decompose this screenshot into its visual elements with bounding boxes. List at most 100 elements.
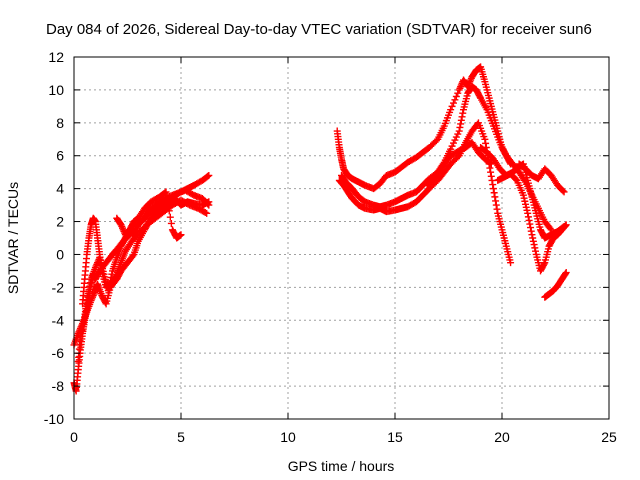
data-point (512, 175, 520, 183)
data-point (482, 139, 490, 147)
x-tick-label: 10 (280, 429, 296, 445)
data-point (204, 200, 212, 208)
series-sat-track-12 (515, 160, 568, 196)
data-point (165, 207, 173, 215)
data-point (451, 96, 459, 104)
data-point (455, 127, 463, 135)
data-point (492, 201, 500, 209)
x-tick-label: 0 (70, 429, 78, 445)
data-point (107, 273, 115, 281)
data-point (457, 120, 465, 128)
data-point (527, 227, 535, 235)
data-point (106, 280, 114, 288)
y-tick-label: 10 (48, 82, 64, 98)
data-point (546, 224, 554, 232)
series-sat-track-10 (477, 144, 568, 242)
axis-ticks: 0 5 10 15 20 25 -10 -8 -6 -4 -2 0 2 4 6 8 10 12 (44, 49, 617, 445)
y-tick-label: 8 (56, 115, 64, 131)
data-point (447, 106, 455, 114)
data-point (458, 113, 466, 121)
data-point (531, 244, 539, 252)
data-point (456, 123, 464, 131)
plot-frame (73, 56, 610, 420)
data-point (77, 329, 85, 337)
y-tick-label: -8 (52, 378, 65, 394)
data-point (432, 137, 440, 145)
series-sat-track-5 (113, 188, 185, 242)
x-tick-label: 15 (387, 429, 403, 445)
y-tick-label: 4 (56, 181, 64, 197)
data-point (83, 297, 91, 305)
data-point (524, 213, 532, 221)
data-point (526, 220, 534, 228)
y-tick-label: -4 (52, 312, 65, 328)
data-point (78, 326, 86, 334)
data-point (529, 234, 537, 242)
data-point (104, 287, 112, 295)
x-tick-label: 5 (177, 429, 185, 445)
data-point (79, 320, 87, 328)
data-point (205, 201, 213, 209)
data-point (106, 277, 114, 285)
data-point (177, 231, 185, 239)
data-point (86, 279, 94, 287)
data-points (70, 63, 570, 395)
y-tick-label: -10 (44, 411, 64, 427)
data-point (161, 189, 169, 197)
y-tick-label: -6 (52, 345, 65, 361)
x-tick-label: 25 (601, 429, 617, 445)
data-point (540, 260, 548, 268)
data-point (491, 193, 499, 201)
data-point (481, 135, 489, 143)
data-point (79, 323, 87, 331)
data-point (449, 99, 457, 107)
y-tick-label: 12 (48, 49, 64, 65)
data-point (487, 172, 495, 180)
data-point (76, 333, 84, 341)
data-point (84, 289, 92, 297)
data-point (493, 205, 501, 213)
data-point (530, 241, 538, 249)
chart-title: Day 084 of 2026, Sidereal Day-to-day VTE… (46, 21, 592, 38)
y-tick-label: -2 (52, 279, 65, 295)
data-point (486, 159, 494, 167)
data-point (527, 224, 535, 232)
data-point (166, 213, 174, 221)
data-point (490, 189, 498, 197)
data-point (164, 201, 172, 209)
data-point (454, 89, 462, 97)
data-point (525, 216, 533, 224)
data-point (203, 209, 211, 217)
data-point (561, 222, 569, 230)
data-point (108, 270, 116, 278)
y-axis-label: SDTVAR / TECUs (5, 182, 21, 294)
y-tick-label: 0 (56, 246, 64, 262)
data-point (562, 221, 570, 229)
data-point (84, 293, 92, 301)
data-point (201, 208, 209, 216)
data-point (129, 252, 137, 260)
data-point (529, 237, 537, 245)
data-point (532, 247, 540, 255)
data-point (562, 269, 570, 277)
data-point (162, 188, 170, 196)
data-point (459, 109, 467, 117)
data-point (561, 270, 569, 278)
data-point (559, 187, 567, 195)
data-point (448, 102, 456, 110)
data-point (489, 181, 497, 189)
series-sat-track-3 (79, 196, 211, 308)
data-point (524, 209, 532, 217)
data-point (80, 316, 88, 324)
x-axis-label: GPS time / hours (288, 458, 395, 474)
series-sat-track-11 (494, 170, 570, 275)
data-point (167, 219, 175, 227)
data-point (85, 286, 93, 294)
data-point (507, 259, 515, 267)
data-point (452, 92, 460, 100)
series-sat-track-13 (541, 269, 570, 301)
data-point (457, 116, 465, 124)
data-point (205, 171, 213, 179)
data-point (487, 168, 495, 176)
